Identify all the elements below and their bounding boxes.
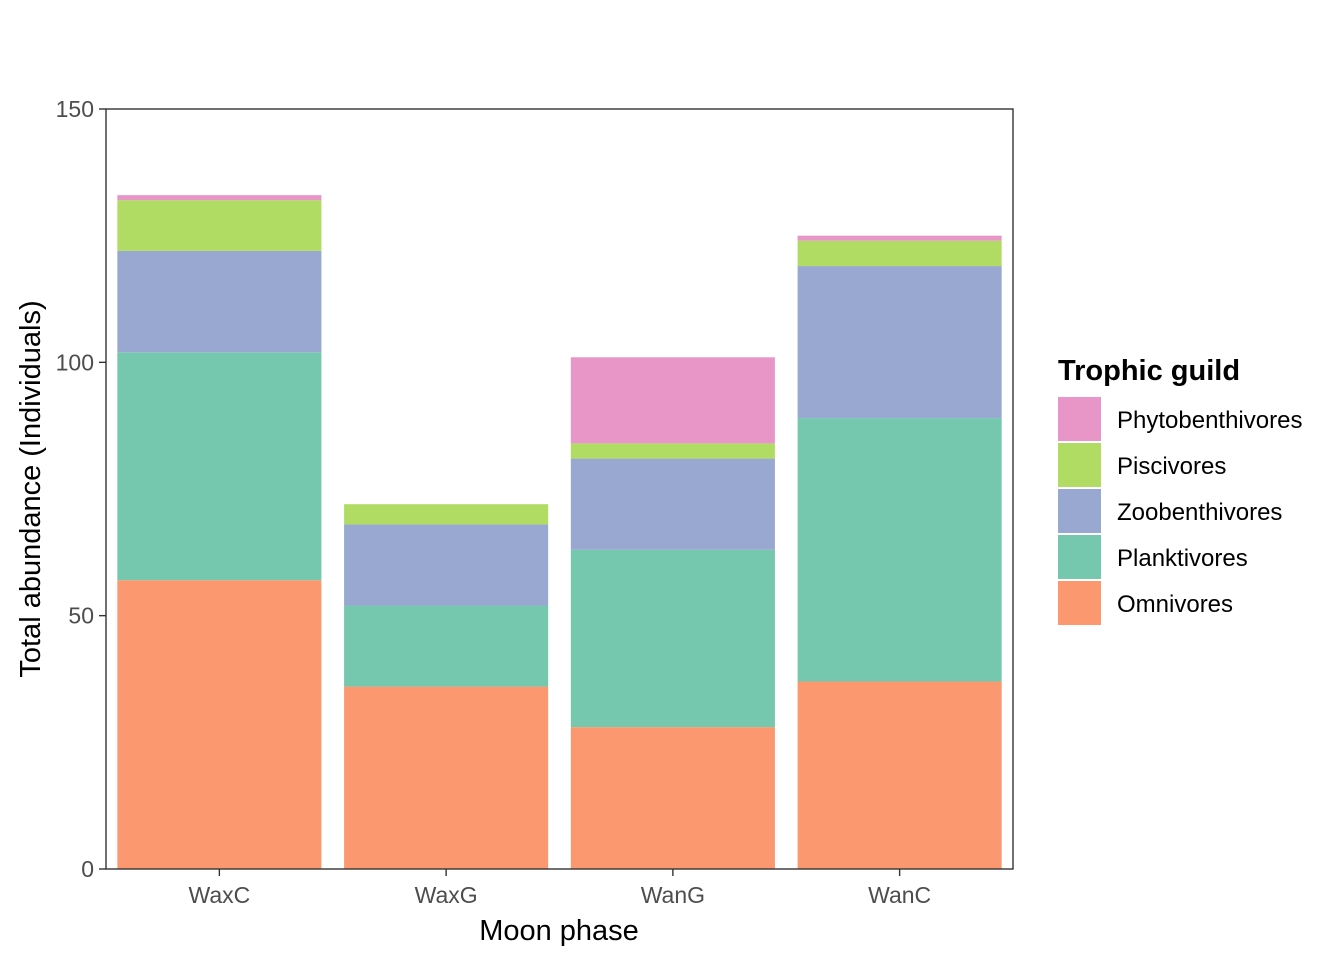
- bar-WanC-piscivores: [797, 240, 1002, 267]
- legend-swatch-omnivores: [1058, 581, 1101, 625]
- bar-WaxC-zoobenthivores: [117, 250, 322, 353]
- legend-label-piscivores: Piscivores: [1117, 453, 1226, 480]
- y-axis-title: Total abundance (Individuals): [15, 300, 47, 677]
- legend-title: Trophic guild: [1058, 355, 1240, 387]
- bar-WaxG-zoobenthivores: [344, 524, 549, 606]
- y-tick-label: 150: [56, 96, 94, 122]
- x-axis: WaxC WaxG WanG WanC: [188, 869, 931, 908]
- bar-WanG-phytobenthivores: [570, 357, 775, 444]
- legend-swatch-phytobenthivores: [1058, 397, 1101, 441]
- x-axis-title: Moon phase: [479, 915, 639, 947]
- bar-WanC-planktivores: [797, 418, 1002, 682]
- bar-WaxC-planktivores: [117, 352, 322, 581]
- y-axis: 0 50 100 150: [56, 96, 106, 882]
- y-tick-label: 50: [68, 603, 94, 629]
- x-tick-label: WanC: [868, 882, 931, 908]
- bar-WanC-zoobenthivores: [797, 266, 1002, 419]
- legend: Trophic guild Phytobenthivores Piscivores…: [1058, 355, 1302, 625]
- x-tick-label: WanG: [641, 882, 705, 908]
- legend-label-omnivores: Omnivores: [1117, 591, 1233, 618]
- bar-WaxC-phytobenthivores: [117, 195, 322, 201]
- plot-panel-border: [105, 108, 1014, 870]
- legend-swatch-piscivores: [1058, 443, 1101, 487]
- bar-WanG-planktivores: [570, 549, 775, 728]
- bar-WanG-zoobenthivores: [570, 458, 775, 550]
- bar-WanC-omnivores: [797, 681, 1002, 869]
- legend-label-phytobenthivores: Phytobenthivores: [1117, 407, 1302, 434]
- bar-WanG-omnivores: [570, 727, 775, 869]
- legend-items: Phytobenthivores Piscivores Zoobenthivores…: [1058, 397, 1302, 625]
- x-tick-label: WaxG: [415, 882, 478, 908]
- legend-swatch-planktivores: [1058, 535, 1101, 579]
- bar-WanC-phytobenthivores: [797, 235, 1002, 241]
- bar-WanG-piscivores: [570, 443, 775, 459]
- y-tick-label: 100: [56, 349, 94, 375]
- bar-WaxG-piscivores: [344, 504, 549, 525]
- y-tick-label: 0: [81, 856, 94, 882]
- legend-swatch-zoobenthivores: [1058, 489, 1101, 533]
- bar-WaxC-piscivores: [117, 200, 322, 251]
- bar-WaxG-planktivores: [344, 605, 549, 687]
- x-tick-label: WaxC: [188, 882, 250, 908]
- bar-WaxC-omnivores: [117, 580, 322, 869]
- bar-WaxG-omnivores: [344, 686, 549, 869]
- legend-label-planktivores: Planktivores: [1117, 545, 1248, 572]
- legend-label-zoobenthivores: Zoobenthivores: [1117, 499, 1282, 526]
- bars-layer: [117, 195, 1002, 869]
